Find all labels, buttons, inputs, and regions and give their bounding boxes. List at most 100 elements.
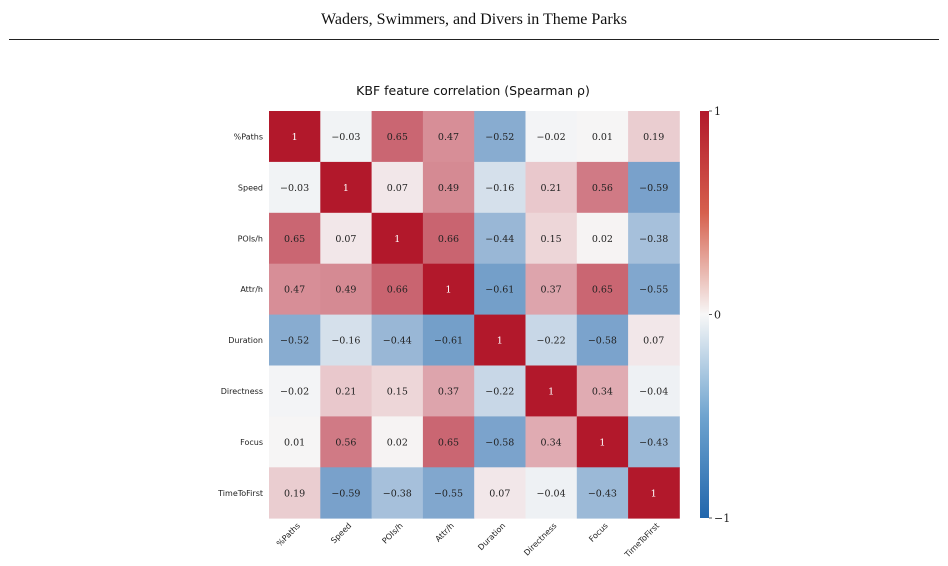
cell-value-label: −0.52 (485, 132, 514, 143)
cell-value-label: −0.03 (280, 183, 309, 194)
heatmap-cell (576, 212, 629, 265)
heatmap-cell (474, 314, 526, 366)
cell-value-label: −0.04 (639, 386, 668, 397)
heatmap-cell (628, 467, 680, 519)
cell-value-label: −0.55 (434, 488, 463, 499)
cell-value-label: 0.56 (592, 183, 613, 194)
cell-value-label: 0.56 (335, 437, 356, 448)
colorbar-tick-label: 0 (714, 309, 721, 322)
heatmap-cell (525, 111, 578, 163)
heatmap-cell (320, 161, 372, 214)
row-tick-label: Duration (228, 336, 263, 345)
row-tick-label: Directness (221, 387, 263, 396)
heatmap-cell (269, 263, 321, 315)
colorbar-tick-label: 1 (714, 105, 721, 118)
cell-value-label: −0.02 (537, 132, 566, 143)
chart-title: KBF feature correlation (Spearman ρ) (356, 83, 590, 98)
page-header-title: Waders, Swimmers, and Divers in Theme Pa… (321, 11, 627, 28)
cell-value-label: 0.15 (541, 234, 562, 245)
cell-value-label: 0.02 (592, 234, 613, 245)
heatmap-cell (628, 314, 680, 366)
heatmap-cell (320, 263, 372, 315)
cell-value-label: −0.04 (537, 488, 566, 499)
heatmap-cell (525, 263, 578, 315)
heatmap-cell (371, 467, 424, 519)
column-tick-label: POIs/h (380, 521, 404, 545)
cell-value-label: 0.49 (438, 183, 459, 194)
heatmap-cells: 1 −0.03 0.65 0.47 −0.52 −0.02 0.01 0.19 −0.03 1 0.… (269, 111, 680, 519)
heatmap-cell (576, 416, 629, 468)
cell-value-label: 0.37 (438, 386, 459, 397)
cell-value-label: 0.15 (387, 386, 408, 397)
colorbar-gradient (700, 111, 709, 518)
cell-value-label: 0.65 (592, 285, 613, 296)
heatmap-cell (474, 111, 526, 163)
cell-value-label: −0.52 (280, 336, 309, 347)
heatmap-cell (320, 365, 372, 417)
heatmap-cell (422, 467, 475, 519)
cell-value-label: −0.58 (485, 437, 514, 448)
heatmap-cell (628, 365, 680, 417)
column-tick-label: Directness (522, 521, 558, 557)
cell-value-label: 1 (292, 132, 298, 143)
heatmap-cell (371, 416, 424, 468)
heatmap-cell (576, 365, 629, 417)
cell-value-label: 0.21 (541, 183, 562, 194)
cell-value-label: −0.22 (485, 386, 514, 397)
heatmap-cell (422, 314, 475, 366)
cell-value-label: 0.01 (592, 132, 613, 143)
heatmap-cell (474, 467, 526, 519)
heatmap-cell (422, 416, 475, 468)
heatmap-cell (371, 111, 424, 163)
cell-value-label: −0.38 (383, 488, 412, 499)
cell-value-label: 0.47 (438, 132, 459, 143)
cell-value-label: 1 (599, 437, 605, 448)
heatmap-cell (269, 111, 321, 163)
cell-value-label: 0.19 (284, 488, 305, 499)
cell-value-label: 0.01 (284, 437, 305, 448)
heatmap-cell (576, 467, 629, 519)
heatmap-cell (269, 416, 321, 468)
cell-value-label: 0.37 (541, 285, 562, 296)
heatmap-cell (371, 212, 424, 265)
heatmap-cell (576, 314, 629, 366)
heatmap-cell (269, 161, 321, 214)
cell-value-label: 0.07 (489, 488, 510, 499)
cell-value-label: −0.16 (485, 183, 514, 194)
heatmap-cell (269, 365, 321, 417)
heatmap-cell (320, 467, 372, 519)
heatmap-cell (628, 416, 680, 468)
heatmap-cell (576, 111, 629, 163)
cell-value-label: −0.16 (331, 336, 360, 347)
cell-value-label: −0.58 (588, 336, 617, 347)
cell-value-label: −0.38 (639, 234, 668, 245)
cell-value-label: 0.66 (438, 234, 459, 245)
colorbar: 1 0 −1 (700, 105, 730, 525)
heatmap-cell (422, 365, 475, 417)
cell-value-label: 0.02 (387, 437, 408, 448)
cell-value-label: −0.02 (280, 386, 309, 397)
heatmap-cell (474, 263, 526, 315)
heatmap-cell (525, 212, 578, 265)
heatmap-cell (269, 212, 321, 265)
cell-value-label: 0.07 (335, 234, 356, 245)
column-tick-labels: %Paths Speed POIs/h Attr/h Duration Directnes… (275, 521, 661, 560)
heatmap-cell (371, 263, 424, 315)
heatmap-cell (320, 212, 372, 265)
cell-value-label: 0.49 (335, 285, 356, 296)
heatmap-cell (269, 314, 321, 366)
heatmap-cell (628, 161, 680, 214)
heatmap-cell (474, 212, 526, 265)
cell-value-label: −0.43 (639, 437, 668, 448)
cell-value-label: 0.19 (643, 132, 664, 143)
heatmap-cell (371, 365, 424, 417)
row-tick-labels: %Paths Speed POIs/h Attr/h Duration Directnes… (217, 132, 263, 497)
column-tick-label: Speed (329, 521, 353, 545)
row-tick-label: Focus (240, 438, 263, 447)
heatmap-cell (422, 263, 475, 315)
heatmap-cell (422, 161, 475, 214)
heatmap-cell (269, 467, 321, 519)
heatmap-cell (422, 111, 475, 163)
heatmap-cell (474, 365, 526, 417)
row-tick-label: Speed (238, 183, 263, 192)
